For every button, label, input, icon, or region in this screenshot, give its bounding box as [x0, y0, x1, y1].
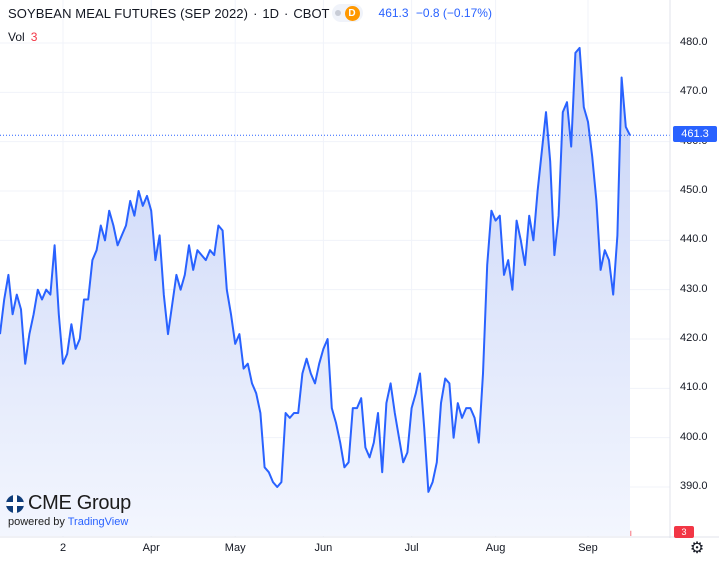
- powered-by-prefix: powered by: [8, 516, 65, 528]
- exchange-label: CBOT: [293, 5, 330, 21]
- cme-globe-icon: [6, 494, 24, 513]
- delayed-badge: D: [344, 5, 360, 21]
- y-tick-label: 430.0: [680, 282, 708, 295]
- volume-title: Vol: [8, 30, 25, 44]
- x-tick-label: Sep: [578, 542, 598, 554]
- x-tick-label: Aug: [485, 542, 506, 554]
- y-tick-label: 450.0: [680, 184, 708, 196]
- y-tick-label: 440.0: [680, 233, 708, 246]
- legend-separator: ·: [253, 5, 258, 21]
- price-values: 461.3 −0.8 (−0.17%): [379, 6, 492, 20]
- last-price: 461.3: [378, 6, 409, 20]
- x-tick-label: Apr: [142, 542, 160, 554]
- y-tick-label: 400.0: [680, 430, 708, 443]
- last-price-tag: 461.3: [673, 126, 717, 142]
- chart-legend: SOYBEAN MEAL FUTURES (SEP 2022) · 1D · C…: [8, 4, 492, 22]
- legend-separator: ·: [284, 5, 289, 21]
- tradingview-link[interactable]: TradingView: [67, 516, 129, 528]
- cme-logo[interactable]: CME Group: [6, 492, 131, 515]
- price-area-fill: [0, 47, 630, 537]
- market-status-pill[interactable]: D: [331, 4, 363, 22]
- y-tick-label: 420.0: [680, 332, 708, 344]
- powered-by[interactable]: powered by TradingView: [8, 516, 128, 528]
- x-tick-label: May: [224, 542, 246, 554]
- cme-logo-text: CME Group: [28, 492, 131, 514]
- symbol-title[interactable]: SOYBEAN MEAL FUTURES (SEP 2022): [8, 5, 249, 21]
- x-tick-label: Jun: [314, 542, 333, 554]
- y-tick-label: 410.0: [680, 381, 708, 394]
- volume-legend[interactable]: Vol 3: [8, 30, 37, 44]
- price-change: −0.8 (−0.17%): [415, 6, 492, 20]
- y-tick-label: 470.0: [680, 85, 708, 98]
- status-dot-icon: [334, 10, 341, 16]
- x-tick-label: Jul: [404, 542, 419, 554]
- interval-label[interactable]: 1D: [262, 5, 280, 21]
- y-tick-label: 390.0: [680, 480, 708, 492]
- volume-value: 3: [30, 30, 38, 44]
- gear-icon[interactable]: ⚙: [689, 540, 705, 557]
- price-line: [0, 46, 631, 493]
- y-tick-label: 480.0: [680, 36, 708, 48]
- last-volume-tag: 3: [674, 526, 694, 538]
- x-tick-label: 2: [59, 542, 67, 554]
